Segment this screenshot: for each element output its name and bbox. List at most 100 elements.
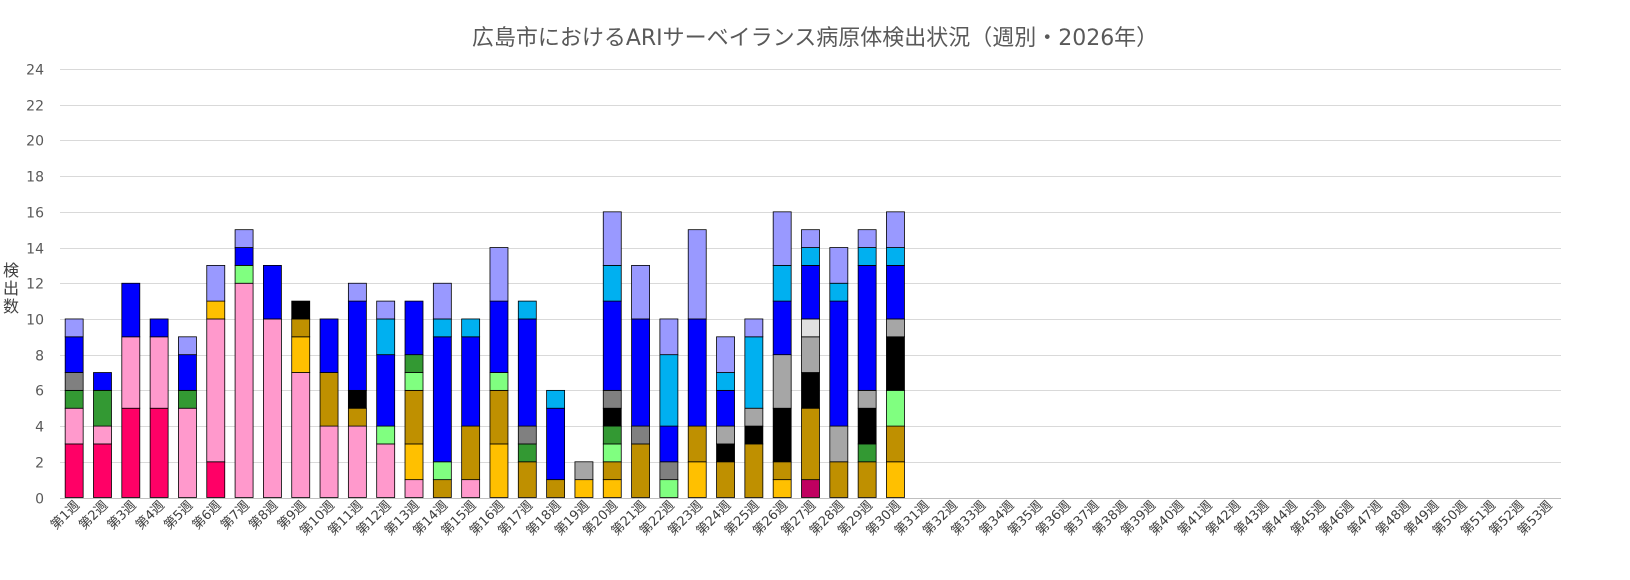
y-tick-label: 22	[26, 99, 44, 115]
bar-segment	[93, 372, 112, 391]
bar-segment	[687, 425, 707, 463]
bar-segment	[347, 407, 367, 427]
bar-segment	[178, 336, 197, 356]
y-tick-label: 10	[26, 313, 44, 329]
bar-segment	[886, 264, 905, 320]
bar-segment	[319, 318, 339, 373]
bar-segment	[886, 425, 905, 463]
bar-segment	[347, 282, 367, 302]
bar-segment	[659, 479, 679, 498]
bar-segment	[376, 425, 396, 445]
bar-segment	[716, 336, 735, 373]
bar-segment	[857, 389, 877, 409]
bar-segment	[716, 461, 735, 498]
bar-segment	[857, 407, 877, 445]
y-tick-label: 16	[26, 206, 44, 222]
y-tick-label: 2	[35, 456, 44, 472]
bar-segment	[857, 443, 877, 463]
bar-segment	[291, 300, 311, 320]
bar-segment	[121, 282, 141, 338]
x-tick-label: 第8週	[246, 498, 281, 533]
bar-segment	[857, 247, 877, 266]
bar-segment	[178, 407, 197, 498]
bar-segment	[489, 389, 509, 445]
bar-segment	[489, 247, 509, 302]
bar-segment	[886, 247, 905, 266]
bar-segment	[517, 318, 537, 427]
bar-segment	[631, 264, 650, 320]
x-tick-label: 第5週	[161, 498, 196, 533]
chart-title: 広島市におけるARIサーベイランス病原体検出状況（週別・2026年）	[471, 26, 1159, 51]
bar-segment	[801, 336, 820, 373]
y-axis-label: 検 出 数	[2, 261, 19, 316]
bar-segment	[829, 247, 849, 284]
bar-segment	[801, 479, 820, 498]
bar-segment	[602, 389, 622, 409]
bar-segment	[376, 443, 396, 498]
bar-segment	[347, 425, 367, 498]
bar-segment	[602, 425, 622, 445]
bar-segment	[404, 443, 424, 481]
bar-segment	[291, 336, 311, 373]
y-tick-label: 8	[35, 349, 44, 365]
y-tick-label: 4	[35, 420, 44, 436]
bar-segment	[687, 229, 707, 320]
bar-segment	[602, 300, 622, 391]
bar-segment	[234, 282, 254, 498]
bar-segment	[602, 443, 622, 463]
bar-segment	[744, 443, 764, 498]
bar-segment	[716, 425, 735, 445]
bar-segment	[404, 300, 424, 356]
bar-segment	[149, 336, 169, 409]
bar-segment	[347, 389, 367, 409]
bar-segment	[291, 372, 311, 498]
bar-segment	[857, 461, 877, 498]
bar-segment	[291, 318, 311, 338]
bar-segment	[517, 461, 537, 498]
bar-segment	[744, 425, 764, 445]
bar-segment	[206, 264, 226, 302]
bar-segment	[801, 264, 820, 320]
x-tick-label: 第7週	[218, 498, 253, 533]
bar-segment	[772, 461, 792, 481]
bar-segment	[631, 318, 650, 427]
bar-segment	[234, 247, 254, 266]
bar-segment	[744, 407, 764, 427]
bar-segment	[206, 461, 226, 498]
bar-segment	[178, 354, 197, 391]
bar-segment	[432, 336, 452, 463]
bar-segment	[801, 407, 820, 481]
bar-segment	[574, 461, 594, 481]
bar-segment	[829, 461, 849, 498]
bar-segment	[149, 407, 169, 498]
bar-segment	[489, 372, 509, 391]
y-tick-label: 0	[35, 492, 44, 508]
bar-segment	[829, 282, 849, 302]
bar-segment	[461, 425, 481, 481]
bar-segment	[801, 318, 820, 338]
bar-segment	[234, 229, 254, 248]
x-tick-label: 第6週	[190, 498, 225, 533]
bar-segment	[687, 318, 707, 427]
bar-segment	[489, 443, 509, 498]
bar-segment	[206, 318, 226, 463]
bar-segment	[659, 425, 679, 463]
y-tick-label: 12	[26, 277, 44, 293]
bar-segment	[461, 318, 481, 338]
bar-segment	[432, 479, 452, 498]
bar-segment	[602, 407, 622, 427]
bar-segment	[432, 318, 452, 338]
y-tick-label: 14	[26, 242, 44, 258]
bar-segment	[149, 318, 169, 338]
bar-segment	[64, 318, 84, 338]
bar-segment	[574, 479, 594, 498]
bar-segment	[857, 229, 877, 248]
bar-segment	[857, 264, 877, 391]
bar-segment	[659, 461, 679, 481]
bar-segment	[432, 282, 452, 320]
bar-segment	[886, 336, 905, 391]
bar-segment	[659, 318, 679, 356]
bar-segment	[64, 336, 84, 373]
bar-segment	[517, 425, 537, 445]
bar-segment	[263, 264, 282, 320]
